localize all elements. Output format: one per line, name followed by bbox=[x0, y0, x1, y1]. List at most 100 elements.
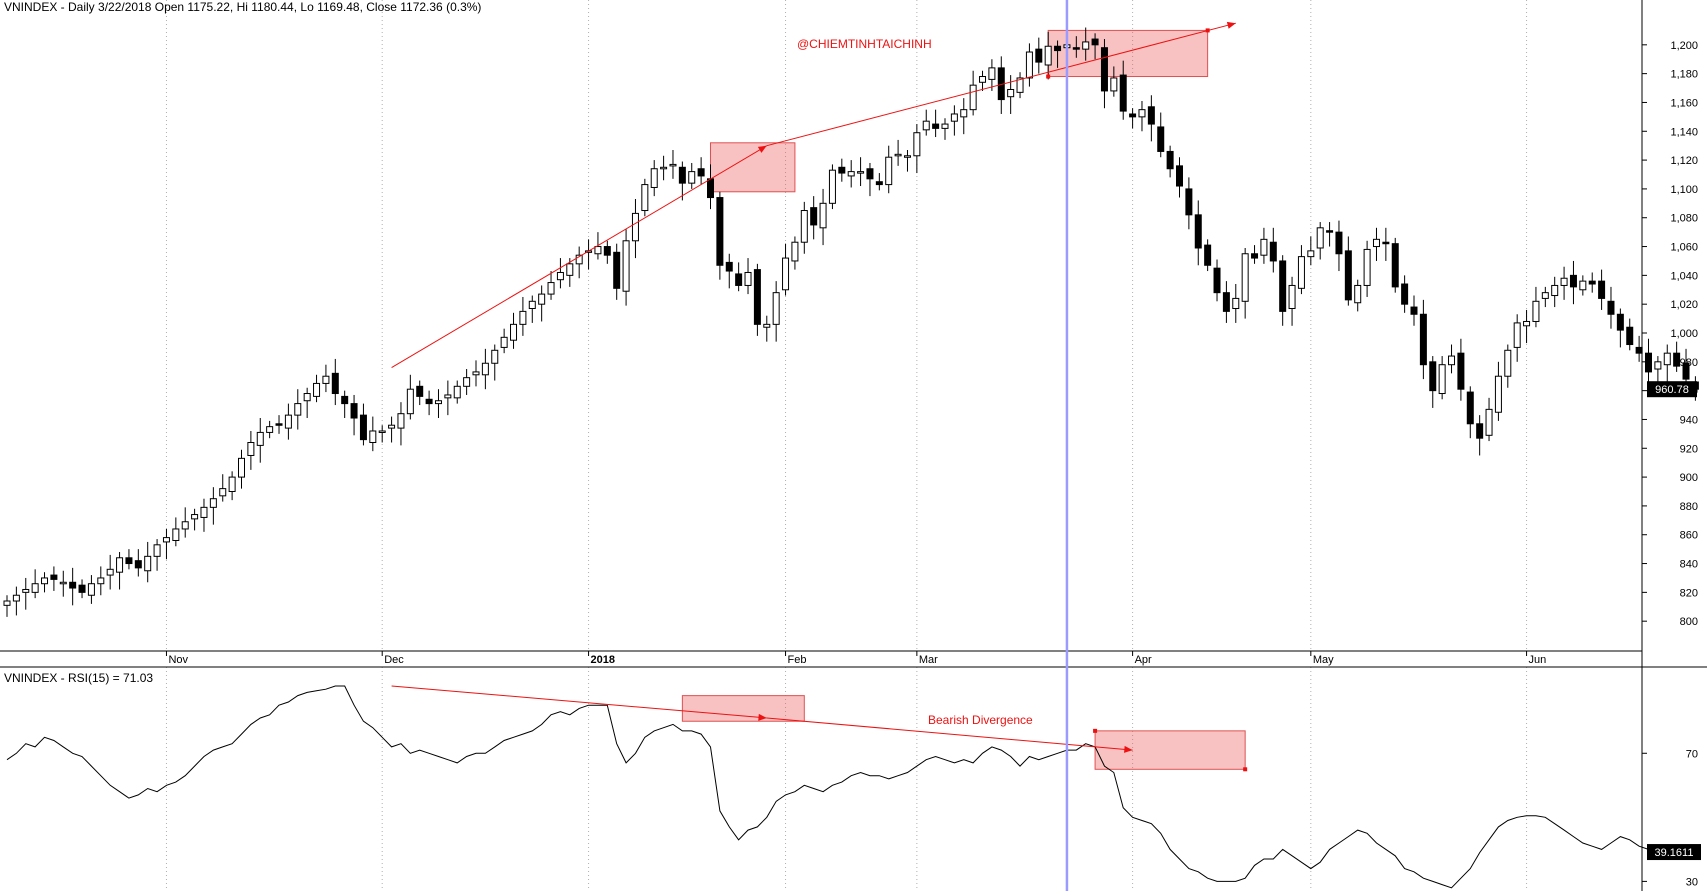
price-y-tick-label: 1,140 bbox=[1670, 126, 1698, 138]
trend-line-segment bbox=[766, 22, 1236, 147]
candle-body bbox=[1438, 364, 1446, 395]
candle-body bbox=[434, 400, 442, 405]
candle-body bbox=[1222, 292, 1230, 312]
highlight-box bbox=[681, 695, 805, 722]
candle-body bbox=[12, 594, 20, 602]
price-y-tick-label: 920 bbox=[1680, 443, 1698, 455]
anchor-marker bbox=[1243, 767, 1248, 772]
candle-body bbox=[772, 292, 780, 325]
candle-body bbox=[838, 166, 846, 174]
candle-body bbox=[622, 240, 630, 292]
candle-body bbox=[960, 109, 968, 118]
highlight-box bbox=[1094, 730, 1246, 770]
candle-body bbox=[660, 166, 668, 170]
divergence-line-segment bbox=[766, 717, 1133, 751]
candle-body bbox=[425, 398, 433, 405]
candle-body bbox=[1372, 238, 1380, 248]
candle-body bbox=[1176, 165, 1183, 187]
price-chart-header: VNINDEX - Daily 3/22/2018 Open 1175.22, … bbox=[4, 0, 481, 14]
candle-body bbox=[125, 557, 133, 565]
candle-body bbox=[31, 583, 39, 593]
candle-body bbox=[1166, 150, 1174, 170]
candle-body bbox=[1279, 260, 1287, 312]
candle-body bbox=[247, 442, 255, 456]
candle-body bbox=[1494, 375, 1502, 413]
candle-body bbox=[1185, 188, 1193, 216]
date-label: Jun bbox=[1529, 654, 1547, 666]
current-price-badge bbox=[1647, 381, 1697, 398]
candle-body bbox=[1466, 391, 1474, 425]
price-y-tick-label: 1,180 bbox=[1670, 69, 1698, 81]
candle-body bbox=[228, 476, 236, 493]
candle-body bbox=[1523, 320, 1531, 327]
rsi-divergence-line bbox=[391, 685, 1248, 772]
candle-body bbox=[753, 269, 761, 325]
candle-body bbox=[1232, 297, 1240, 310]
anchor-marker bbox=[1093, 728, 1098, 733]
candle-body bbox=[313, 382, 321, 397]
candle-body bbox=[1204, 244, 1212, 266]
candle-body bbox=[678, 166, 686, 184]
candle-body bbox=[350, 403, 358, 419]
candle-body bbox=[69, 581, 77, 589]
price-candles bbox=[3, 27, 1699, 617]
candle-body bbox=[725, 261, 733, 272]
candle-body bbox=[1129, 113, 1137, 118]
candle-body bbox=[828, 169, 836, 204]
candle-body bbox=[1288, 284, 1296, 310]
candle-body bbox=[106, 568, 114, 576]
candle-body bbox=[1560, 277, 1568, 286]
candle-body bbox=[1569, 274, 1577, 288]
candle-body bbox=[144, 555, 152, 572]
candle-body bbox=[1410, 306, 1418, 315]
date-label: Nov bbox=[168, 654, 188, 666]
candle-body bbox=[1476, 423, 1484, 439]
price-y-tick-label: 1,200 bbox=[1670, 40, 1698, 52]
candle-body bbox=[538, 293, 546, 305]
rsi-gridlines bbox=[165, 667, 1528, 891]
price-y-tick-label: 820 bbox=[1680, 587, 1698, 599]
candle-body bbox=[294, 403, 302, 416]
candle-body bbox=[87, 583, 95, 596]
candle-body bbox=[1091, 38, 1099, 46]
highlight-box bbox=[710, 142, 796, 193]
candle-body bbox=[322, 375, 330, 384]
candle-body bbox=[1588, 280, 1596, 285]
price-panel: VNINDEX - Daily 3/22/2018 Open 1175.22, … bbox=[3, 0, 1699, 650]
price-y-tick-label: 1,000 bbox=[1670, 328, 1698, 340]
candle-body bbox=[3, 600, 11, 606]
candle-body bbox=[979, 76, 987, 83]
candle-body bbox=[1391, 243, 1399, 288]
candle-body bbox=[134, 560, 142, 569]
candle-body bbox=[97, 577, 105, 585]
candle-body bbox=[810, 207, 818, 226]
anchor-marker bbox=[1046, 74, 1051, 79]
candle-body bbox=[950, 113, 958, 122]
price-y-tick-label: 1,040 bbox=[1670, 270, 1698, 282]
candle-body bbox=[1307, 250, 1315, 258]
candle-body bbox=[78, 584, 86, 593]
candle-body bbox=[388, 424, 396, 429]
rsi-panel: VNINDEX - RSI(15) = 71.03 Bearish Diverg… bbox=[4, 667, 1659, 891]
price-trend-line bbox=[391, 21, 1236, 369]
price-y-tick-label: 800 bbox=[1680, 616, 1698, 628]
candle-body bbox=[669, 163, 677, 167]
candle-body bbox=[303, 393, 311, 402]
candle-body bbox=[594, 246, 602, 255]
candle-body bbox=[782, 257, 790, 291]
candle-body bbox=[603, 246, 611, 256]
arrow-head bbox=[758, 713, 767, 721]
date-label: Dec bbox=[384, 654, 404, 666]
candle-body bbox=[903, 155, 911, 158]
trend-line-segment bbox=[391, 145, 768, 369]
candle-body bbox=[153, 544, 161, 557]
candle-body bbox=[613, 251, 621, 289]
candle-body bbox=[697, 168, 705, 177]
candle-body bbox=[1551, 284, 1559, 297]
candle-body bbox=[181, 521, 189, 530]
candle-body bbox=[641, 184, 649, 212]
candle-body bbox=[1635, 346, 1643, 354]
candle-body bbox=[716, 197, 724, 266]
candle-body bbox=[397, 413, 405, 429]
price-y-tick-label: 880 bbox=[1680, 501, 1698, 513]
